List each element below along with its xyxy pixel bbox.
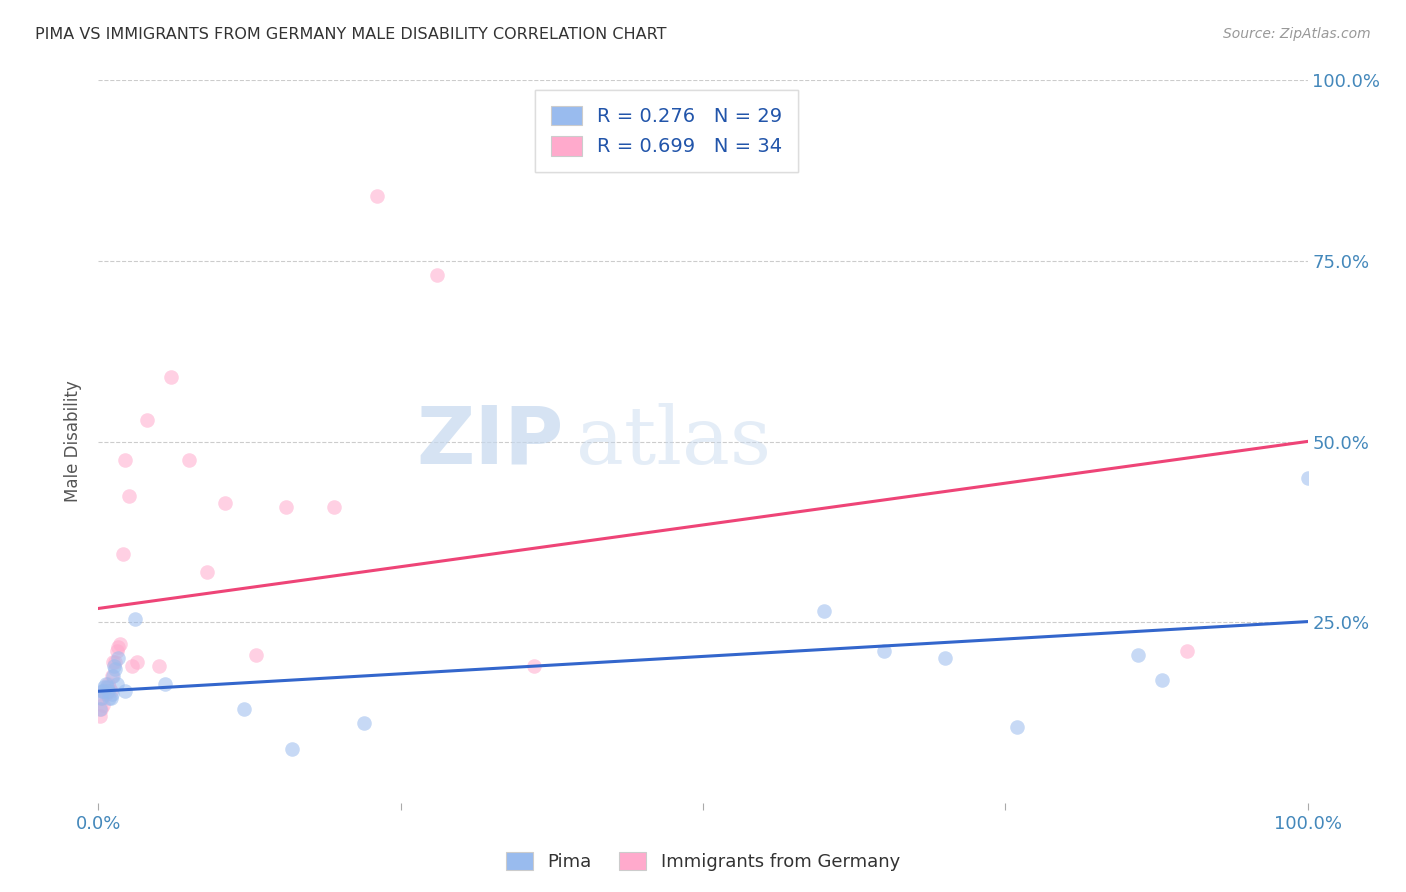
Point — [813, 604, 835, 618]
Point — [111, 547, 134, 561]
Point — [91, 698, 114, 713]
Point — [114, 452, 136, 467]
Point — [100, 691, 122, 706]
Point — [91, 683, 114, 698]
Point — [281, 741, 304, 756]
Point — [214, 496, 236, 510]
Point — [91, 683, 114, 698]
Point — [274, 500, 297, 514]
Point — [135, 413, 157, 427]
Point — [195, 565, 218, 579]
Point — [1175, 644, 1198, 658]
Point — [873, 644, 896, 658]
Point — [353, 716, 375, 731]
Point — [366, 189, 388, 203]
Point — [101, 669, 124, 683]
Point — [108, 637, 131, 651]
Text: atlas: atlas — [576, 402, 770, 481]
Y-axis label: Male Disability: Male Disability — [65, 381, 83, 502]
Point — [97, 683, 120, 698]
Point — [96, 680, 118, 694]
Point — [153, 676, 176, 690]
Point — [114, 683, 136, 698]
Point — [245, 648, 267, 662]
Point — [90, 702, 112, 716]
Point — [104, 662, 127, 676]
Point — [118, 489, 141, 503]
Point — [121, 658, 143, 673]
Point — [94, 687, 117, 701]
Point — [97, 676, 120, 690]
Point — [127, 655, 149, 669]
Point — [105, 644, 128, 658]
Point — [91, 691, 114, 706]
Point — [934, 651, 956, 665]
Text: ZIP: ZIP — [416, 402, 564, 481]
Text: Source: ZipAtlas.com: Source: ZipAtlas.com — [1223, 27, 1371, 41]
Point — [1152, 673, 1174, 687]
Point — [232, 702, 254, 716]
Point — [1296, 470, 1319, 484]
Point — [107, 651, 129, 665]
Point — [523, 658, 546, 673]
Point — [96, 683, 118, 698]
Point — [148, 658, 170, 673]
Point — [94, 676, 117, 690]
Point — [107, 640, 129, 655]
Point — [100, 687, 122, 701]
Point — [101, 655, 124, 669]
Point — [93, 683, 115, 698]
Point — [93, 680, 115, 694]
Point — [179, 452, 201, 467]
Point — [89, 702, 111, 716]
Point — [100, 669, 122, 683]
Point — [1128, 648, 1150, 662]
Point — [124, 611, 146, 625]
Point — [323, 500, 346, 514]
Point — [100, 683, 122, 698]
Point — [90, 691, 112, 706]
Legend: Pima, Immigrants from Germany: Pima, Immigrants from Germany — [499, 846, 907, 879]
Text: PIMA VS IMMIGRANTS FROM GERMANY MALE DISABILITY CORRELATION CHART: PIMA VS IMMIGRANTS FROM GERMANY MALE DIS… — [35, 27, 666, 42]
Point — [426, 268, 449, 283]
Point — [1007, 720, 1029, 734]
Point — [160, 369, 183, 384]
Point — [89, 709, 111, 723]
Point — [105, 676, 128, 690]
Point — [103, 658, 125, 673]
Point — [104, 655, 127, 669]
Point — [98, 691, 121, 706]
Legend: R = 0.276   N = 29, R = 0.699   N = 34: R = 0.276 N = 29, R = 0.699 N = 34 — [536, 90, 799, 172]
Point — [98, 680, 121, 694]
